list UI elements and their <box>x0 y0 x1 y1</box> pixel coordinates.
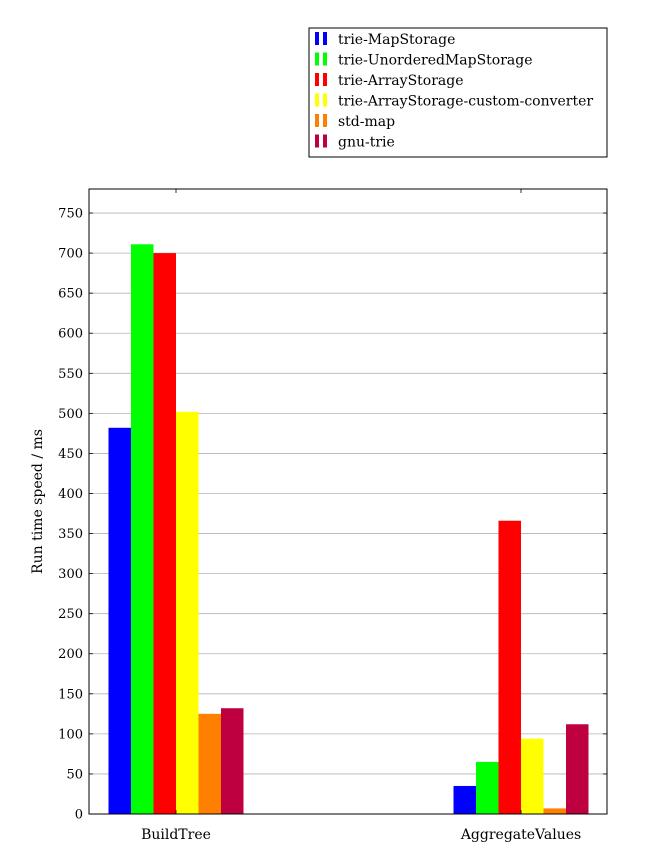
plot-frame <box>88 188 608 815</box>
bar-std-map-AggregateValues <box>543 808 566 814</box>
legend-swatch <box>315 73 319 86</box>
bar-trie-UnorderedMapStorage-AggregateValues <box>476 761 499 814</box>
legend-label: trie-MapStorage <box>338 32 455 48</box>
legend-label: trie-ArrayStorage <box>338 73 464 89</box>
bars <box>108 244 589 815</box>
bar-gnu-trie-BuildTree <box>221 708 244 814</box>
bar-trie-ArrayStorage-custom-converter-AggregateValues <box>521 738 544 814</box>
y-axis-ticks: 0 50 100 150 200 250 300 350 400 450 500 550 600 650 7… <box>58 207 607 823</box>
legend-swatch <box>323 93 327 107</box>
legend-swatch <box>315 114 319 127</box>
legend-swatch <box>323 52 327 66</box>
legend-label: trie-ArrayStorage-custom-converter <box>338 94 593 110</box>
legend-label: std-map <box>338 114 395 130</box>
y-tick-label: 700 <box>58 247 83 262</box>
bar-trie-ArrayStorage-custom-converter-BuildTree <box>176 411 199 814</box>
x-tick-label: AggregateValues <box>460 827 581 843</box>
legend: trie-MapStorage trie-UnorderedMapStorage t… <box>308 27 608 158</box>
y-tick-label: 250 <box>58 607 83 622</box>
y-axis-label: Run time speed / ms <box>30 429 46 574</box>
legend-swatch <box>323 32 327 45</box>
y-tick-label: 450 <box>58 447 83 462</box>
y-tick-label: 300 <box>58 567 83 582</box>
bar-trie-UnorderedMapStorage-BuildTree <box>131 244 154 815</box>
y-tick-label: 0 <box>75 808 83 823</box>
bar-trie-MapStorage-AggregateValues <box>453 785 476 814</box>
bar-std-map-BuildTree <box>198 713 221 814</box>
y-tick-label: 650 <box>58 287 83 302</box>
x-tick-label: BuildTree <box>141 827 211 843</box>
legend-swatch <box>323 134 327 148</box>
y-tick-label: 500 <box>58 407 83 422</box>
legend-label: gnu-trie <box>338 135 395 151</box>
bar-trie-MapStorage-BuildTree <box>108 427 131 814</box>
legend-swatch <box>315 32 319 45</box>
x-axis-ticks: BuildTree AggregateValues <box>141 189 581 843</box>
plot-area: 0 50 100 150 200 250 300 350 400 450 500 550 600 650 7… <box>58 188 608 843</box>
legend-swatch <box>315 134 319 148</box>
bar-trie-ArrayStorage-BuildTree <box>153 253 176 815</box>
bar-trie-ArrayStorage-AggregateValues <box>498 520 521 814</box>
legend-box <box>308 27 608 158</box>
legend-swatch <box>323 73 327 86</box>
legend-swatch <box>323 114 327 127</box>
y-tick-label: 600 <box>58 327 83 342</box>
y-tick-label: 350 <box>58 527 83 542</box>
y-tick-label: 750 <box>58 207 83 222</box>
legend-swatch <box>315 93 319 107</box>
legend-label: trie-UnorderedMapStorage <box>338 53 533 69</box>
bar-gnu-trie-AggregateValues <box>566 724 589 814</box>
y-tick-label: 200 <box>58 647 83 662</box>
y-tick-label: 400 <box>58 487 83 502</box>
y-tick-label: 50 <box>66 767 83 782</box>
legend-swatch <box>315 52 319 66</box>
y-tick-label: 550 <box>58 367 83 382</box>
y-tick-label: 100 <box>58 727 83 742</box>
y-tick-label: 150 <box>58 687 83 702</box>
